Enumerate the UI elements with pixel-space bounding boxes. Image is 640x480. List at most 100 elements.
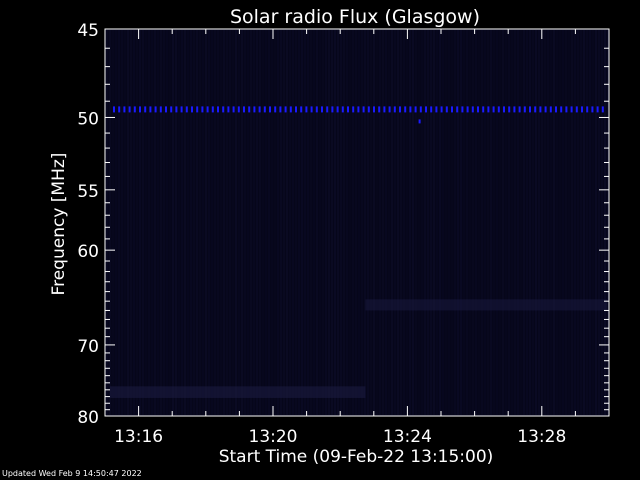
texture-column — [370, 30, 372, 415]
texture-column — [292, 30, 294, 415]
interference-mark — [414, 106, 417, 113]
interference-mark — [185, 106, 188, 113]
interference-mark — [393, 106, 396, 113]
texture-column — [583, 30, 585, 415]
texture-column — [178, 30, 180, 415]
y-axis: 45 50 55 60 70 80 — [77, 21, 609, 428]
interference-mark — [295, 106, 297, 113]
interference-mark — [549, 106, 552, 113]
texture-column — [412, 30, 414, 415]
interference-mark — [123, 106, 126, 113]
interference-mark — [445, 106, 448, 113]
texture-column — [439, 30, 441, 415]
interference-mark — [170, 106, 173, 113]
interference-mark — [357, 106, 360, 113]
spectrogram-features — [113, 106, 604, 124]
faint-band-low — [110, 386, 366, 398]
texture-column — [289, 30, 291, 415]
interference-mark — [503, 106, 505, 113]
texture-column — [358, 30, 360, 415]
texture-column — [388, 30, 390, 415]
interference-mark — [362, 106, 365, 113]
texture-column — [487, 30, 489, 415]
texture-column — [196, 30, 198, 415]
texture-column — [490, 30, 492, 415]
texture-column — [409, 30, 411, 415]
texture-column — [448, 30, 450, 415]
interference-mark — [482, 106, 485, 113]
interference-mark — [305, 106, 308, 113]
texture-column — [460, 30, 462, 415]
interference-mark — [378, 106, 381, 113]
texture-column — [232, 30, 234, 415]
texture-column — [256, 30, 258, 415]
texture-column — [208, 30, 210, 415]
texture-column — [364, 30, 366, 415]
texture-column — [604, 30, 606, 415]
chart-title: Solar radio Flux (Glasgow) — [230, 6, 480, 28]
texture-column — [415, 30, 417, 415]
interference-mark — [341, 106, 344, 113]
texture-column — [187, 30, 189, 415]
texture-column — [472, 30, 474, 415]
texture-column — [532, 30, 534, 415]
interference-spot — [418, 119, 421, 124]
texture-column — [199, 30, 201, 415]
texture-column — [424, 30, 426, 415]
interference-mark — [435, 106, 438, 113]
texture-column — [148, 30, 150, 415]
update-timestamp: Updated Wed Feb 9 14:50:47 2022 — [2, 469, 142, 478]
y-tick-label: 60 — [77, 242, 99, 262]
texture-column — [589, 30, 591, 415]
texture-column — [205, 30, 207, 415]
texture-column — [598, 30, 600, 415]
interference-mark — [466, 106, 469, 113]
interference-mark — [331, 106, 334, 113]
texture-column — [430, 30, 432, 415]
texture-column — [601, 30, 603, 415]
interference-mark — [232, 106, 235, 113]
texture-column — [271, 30, 273, 415]
interference-mark — [326, 106, 329, 113]
texture-column — [382, 30, 384, 415]
interference-mark — [544, 106, 547, 113]
texture-column — [145, 30, 147, 415]
texture-column — [427, 30, 429, 415]
interference-mark — [300, 106, 303, 113]
texture-column — [484, 30, 486, 415]
texture-column — [457, 30, 459, 415]
interference-mark — [575, 106, 578, 113]
interference-mark — [336, 106, 339, 113]
spectrogram-texture — [106, 30, 609, 415]
texture-column — [547, 30, 549, 415]
interference-mark — [211, 106, 214, 113]
texture-column — [361, 30, 363, 415]
texture-column — [181, 30, 183, 415]
interference-mark — [222, 106, 225, 113]
texture-column — [220, 30, 222, 415]
texture-column — [445, 30, 447, 415]
texture-column — [250, 30, 252, 415]
texture-column — [562, 30, 564, 415]
y-tick-label: 55 — [77, 182, 99, 202]
texture-column — [421, 30, 423, 415]
texture-column — [544, 30, 546, 415]
texture-column — [550, 30, 552, 415]
interference-mark — [570, 106, 573, 113]
interference-mark — [237, 106, 240, 113]
interference-mark — [581, 106, 583, 113]
texture-column — [184, 30, 186, 415]
texture-column — [541, 30, 543, 415]
interference-mark — [315, 106, 318, 113]
texture-column — [229, 30, 231, 415]
texture-column — [475, 30, 477, 415]
texture-column — [535, 30, 537, 415]
texture-column — [418, 30, 420, 415]
interference-mark — [555, 106, 557, 113]
interference-mark — [492, 106, 495, 113]
texture-column — [112, 30, 114, 415]
texture-column — [316, 30, 318, 415]
texture-column — [310, 30, 312, 415]
y-axis-label: Frequency [MHz] — [49, 153, 69, 296]
interference-mark — [601, 106, 604, 113]
